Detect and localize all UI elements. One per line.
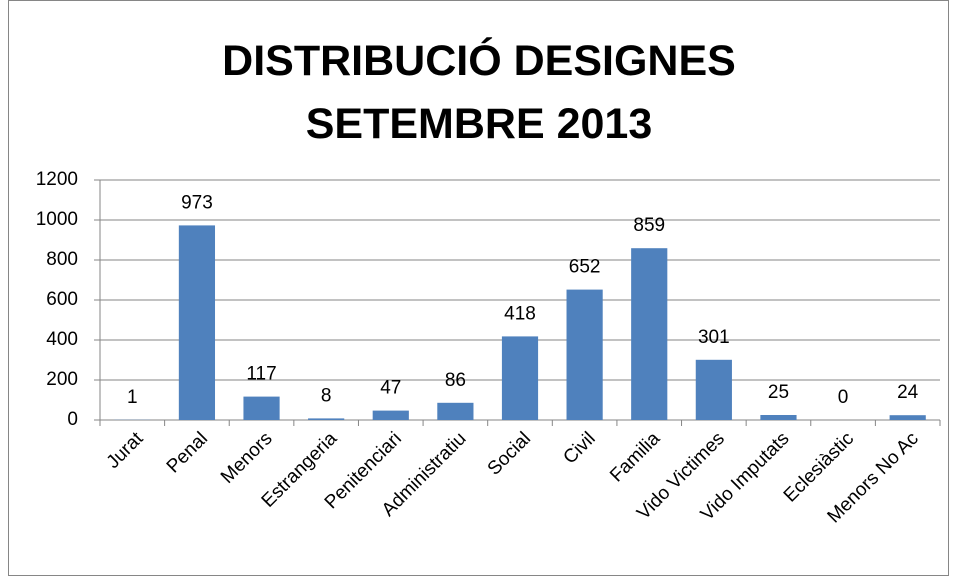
bar <box>243 396 280 420</box>
y-tick-label: 800 <box>46 249 78 270</box>
data-label: 117 <box>246 364 276 385</box>
data-label: 8 <box>321 385 332 406</box>
bar <box>695 359 732 420</box>
x-tick-label: Penal <box>163 428 212 477</box>
bar <box>178 225 216 420</box>
chart-title: DISTRIBUCIÓ DESIGNES SETEMBRE 2013 <box>222 37 736 148</box>
x-tick-label: Familia <box>606 428 664 486</box>
data-label: 973 <box>181 192 213 213</box>
bar <box>566 289 603 420</box>
x-tick-label: Menors <box>217 428 277 488</box>
x-tick-label: Civil <box>559 428 599 468</box>
bar <box>308 418 345 420</box>
y-tick-label: 0 <box>67 409 78 430</box>
data-label: 86 <box>445 370 466 391</box>
bar <box>372 410 409 420</box>
data-label: 859 <box>633 215 665 236</box>
bar <box>501 336 539 420</box>
y-tick-label: 400 <box>46 329 78 350</box>
data-label: 24 <box>897 382 919 403</box>
y-tick-label: 200 <box>46 369 78 390</box>
y-tick-label: 600 <box>46 289 78 310</box>
bar <box>889 415 926 420</box>
data-label: 652 <box>569 257 601 278</box>
data-label: 1 <box>127 387 138 408</box>
data-label: 0 <box>838 387 849 408</box>
bar <box>437 402 474 420</box>
data-label: 301 <box>698 327 730 348</box>
data-label: 418 <box>504 303 536 324</box>
data-label: 25 <box>768 382 789 403</box>
bar <box>760 415 797 420</box>
y-tick-label: 1200 <box>36 169 78 190</box>
data-label: 47 <box>380 378 401 399</box>
x-tick-label: Social <box>484 428 535 479</box>
x-tick-label: Jurat <box>103 428 148 473</box>
y-tick-label: 1000 <box>36 209 78 230</box>
bar <box>631 248 668 420</box>
